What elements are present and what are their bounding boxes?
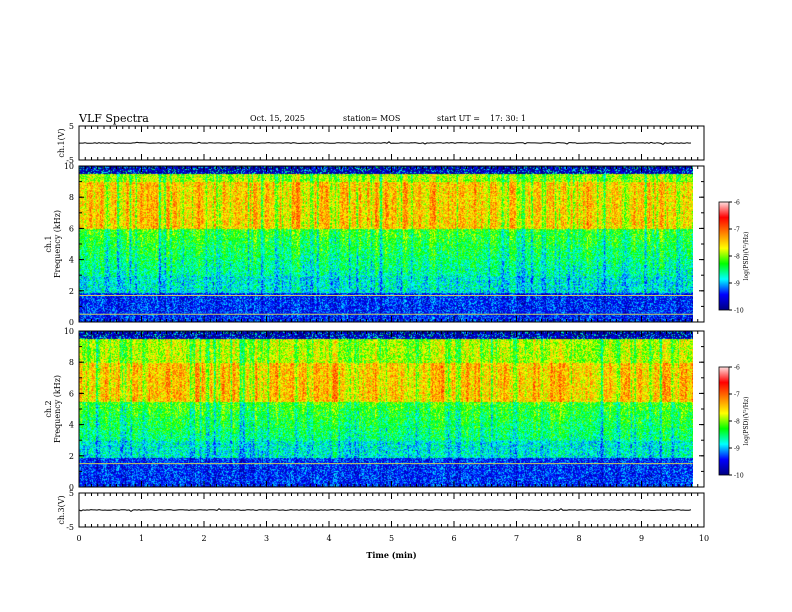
y-tick-label: 2 — [69, 287, 74, 296]
colorbar-tick-label: -10 — [734, 308, 744, 315]
y-tick-label: -5 — [66, 156, 74, 165]
x-axis-label: Time (min) — [366, 550, 416, 560]
x-tick-label: 8 — [576, 534, 581, 543]
spectrogram-ch1-image — [79, 166, 693, 322]
colorbar-label-1: log(PSD)(V²/Hz) — [743, 232, 750, 281]
y-tick-label: 10 — [64, 162, 74, 171]
x-tick-label: 0 — [76, 534, 81, 543]
start-time: 17: 30: 1 — [490, 114, 526, 123]
y-tick-label: 2 — [69, 452, 74, 461]
y-tick-label: 0 — [69, 318, 74, 327]
date-label: Oct. 15, 2025 — [250, 114, 305, 123]
station-label: station= MOS — [343, 114, 401, 123]
waveform-ch3V — [78, 508, 692, 513]
y-tick-label: 8 — [69, 358, 74, 367]
x-tick-label: 1 — [139, 534, 144, 543]
colorbar-tick-label: -10 — [734, 473, 744, 480]
y-tick-label: 8 — [69, 193, 74, 202]
y-tick-label: 10 — [64, 327, 74, 336]
ylabel-frequency-1: Frequency (kHz) — [53, 210, 62, 278]
waveform-ch1V — [78, 141, 692, 145]
start-label: start UT = — [437, 114, 480, 123]
x-tick-label: 5 — [389, 534, 394, 543]
y-tick-label: 5 — [69, 489, 74, 498]
colorbar-tick-label: -6 — [734, 365, 740, 372]
y-tick-label: 4 — [69, 421, 74, 430]
x-tick-label: 3 — [264, 534, 269, 543]
ylabel-channel-2: ch.2 — [44, 400, 53, 417]
x-tick-label: 6 — [451, 534, 456, 543]
x-tick-label: 4 — [326, 534, 331, 543]
y-tick-label: 6 — [69, 224, 74, 233]
y-tick-label: 4 — [69, 256, 74, 265]
y-tick-label: 5 — [69, 122, 74, 131]
ylabel-channel-1: ch.1 — [44, 235, 53, 252]
x-tick-label: 10 — [699, 534, 709, 543]
colorbar-tick-label: -7 — [734, 392, 740, 399]
y-tick-label: -5 — [66, 523, 74, 532]
colorbar-tick-label: -6 — [734, 200, 740, 207]
y-tick-label: 0 — [69, 483, 74, 492]
x-tick-label: 2 — [201, 534, 206, 543]
ylabel-3: ch.3(V) — [57, 495, 66, 524]
colorbar-tick-label: -9 — [734, 446, 740, 453]
colorbar-tick-label: -9 — [734, 281, 740, 288]
x-tick-label: 9 — [639, 534, 644, 543]
ylabel-0: ch.1(V) — [57, 128, 66, 157]
colorbar-tick-label: -8 — [734, 419, 740, 426]
colorbar-tick-label: -7 — [734, 227, 740, 234]
ylabel-frequency-2: Frequency (kHz) — [53, 375, 62, 443]
colorbar-2 — [718, 366, 730, 476]
spectrogram-ch2-image — [79, 331, 693, 487]
x-tick-label: 7 — [514, 534, 519, 543]
colorbar-label-2: log(PSD)(V²/Hz) — [743, 397, 750, 446]
y-tick-label: 6 — [69, 389, 74, 398]
colorbar-tick-label: -8 — [734, 254, 740, 261]
chart-title: VLF Spectra — [79, 112, 149, 125]
colorbar-1 — [718, 201, 730, 311]
